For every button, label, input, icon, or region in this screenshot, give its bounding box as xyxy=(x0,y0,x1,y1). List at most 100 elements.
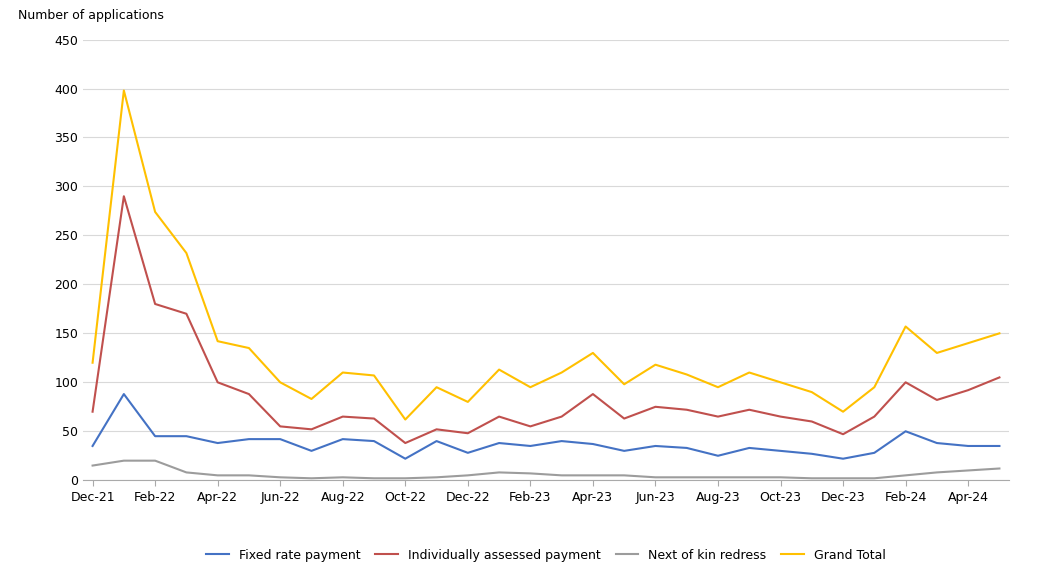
Fixed rate payment xyxy=(86,442,99,449)
Grand Total xyxy=(149,208,161,215)
Fixed rate payment xyxy=(180,433,192,440)
Grand Total xyxy=(555,369,568,376)
Grand Total xyxy=(743,369,755,376)
Next of kin redress xyxy=(180,469,192,476)
Individually assessed payment xyxy=(493,413,505,420)
Next of kin redress xyxy=(524,470,537,477)
Individually assessed payment xyxy=(399,440,412,446)
Grand Total xyxy=(806,389,818,396)
Next of kin redress xyxy=(368,475,381,482)
Fixed rate payment xyxy=(118,390,130,397)
Individually assessed payment xyxy=(618,415,630,422)
Individually assessed payment xyxy=(118,193,130,199)
Next of kin redress xyxy=(86,462,99,469)
Fixed rate payment xyxy=(149,433,161,440)
Fixed rate payment xyxy=(305,447,317,454)
Grand Total xyxy=(524,384,537,390)
Next of kin redress xyxy=(493,469,505,476)
Grand Total xyxy=(837,408,850,415)
Fixed rate payment xyxy=(242,436,255,442)
Fixed rate payment xyxy=(524,442,537,449)
Individually assessed payment xyxy=(337,413,349,420)
Grand Total xyxy=(618,381,630,388)
Fixed rate payment xyxy=(587,441,599,447)
Individually assessed payment xyxy=(274,423,286,430)
Grand Total xyxy=(587,350,599,357)
Individually assessed payment xyxy=(962,387,974,394)
Individually assessed payment xyxy=(680,406,693,413)
Fixed rate payment xyxy=(555,438,568,445)
Next of kin redress xyxy=(868,475,881,482)
Fixed rate payment xyxy=(743,445,755,451)
Grand Total xyxy=(305,396,317,402)
Individually assessed payment xyxy=(806,418,818,425)
Individually assessed payment xyxy=(649,403,661,410)
Next of kin redress xyxy=(337,474,349,481)
Grand Total xyxy=(211,338,224,345)
Fixed rate payment xyxy=(868,449,881,456)
Line: Grand Total: Grand Total xyxy=(93,90,999,420)
Next of kin redress xyxy=(242,472,255,479)
Individually assessed payment xyxy=(211,379,224,386)
Individually assessed payment xyxy=(524,423,537,430)
Individually assessed payment xyxy=(931,397,943,403)
Next of kin redress xyxy=(993,465,1006,472)
Next of kin redress xyxy=(555,472,568,479)
Next of kin redress xyxy=(711,474,724,481)
Fixed rate payment xyxy=(431,438,443,445)
Grand Total xyxy=(180,250,192,257)
Next of kin redress xyxy=(806,475,818,482)
Individually assessed payment xyxy=(180,310,192,317)
Grand Total xyxy=(118,87,130,94)
Individually assessed payment xyxy=(711,413,724,420)
Individually assessed payment xyxy=(743,406,755,413)
Individually assessed payment xyxy=(242,390,255,397)
Grand Total xyxy=(649,361,661,368)
Individually assessed payment xyxy=(555,413,568,420)
Grand Total xyxy=(493,366,505,373)
Grand Total xyxy=(711,384,724,390)
Fixed rate payment xyxy=(837,455,850,462)
Line: Individually assessed payment: Individually assessed payment xyxy=(93,196,999,443)
Grand Total xyxy=(775,379,787,386)
Fixed rate payment xyxy=(274,436,286,442)
Grand Total xyxy=(86,359,99,366)
Grand Total xyxy=(931,350,943,357)
Grand Total xyxy=(368,372,381,379)
Fixed rate payment xyxy=(399,455,412,462)
Legend: Fixed rate payment, Individually assessed payment, Next of kin redress, Grand To: Fixed rate payment, Individually assesse… xyxy=(202,544,890,565)
Individually assessed payment xyxy=(993,374,1006,381)
Fixed rate payment xyxy=(806,450,818,457)
Individually assessed payment xyxy=(431,426,443,433)
Fixed rate payment xyxy=(711,453,724,459)
Next of kin redress xyxy=(931,469,943,476)
Individually assessed payment xyxy=(837,431,850,438)
Next of kin redress xyxy=(149,457,161,464)
Next of kin redress xyxy=(775,474,787,481)
Fixed rate payment xyxy=(931,440,943,446)
Next of kin redress xyxy=(587,472,599,479)
Individually assessed payment xyxy=(587,390,599,397)
Fixed rate payment xyxy=(493,440,505,446)
Grand Total xyxy=(868,384,881,390)
Individually assessed payment xyxy=(462,430,474,437)
Fixed rate payment xyxy=(211,440,224,446)
Grand Total xyxy=(462,398,474,405)
Next of kin redress xyxy=(274,474,286,481)
Individually assessed payment xyxy=(775,413,787,420)
Fixed rate payment xyxy=(462,449,474,456)
Next of kin redress xyxy=(962,467,974,474)
Individually assessed payment xyxy=(149,301,161,307)
Individually assessed payment xyxy=(900,379,912,386)
Fixed rate payment xyxy=(680,445,693,451)
Line: Next of kin redress: Next of kin redress xyxy=(93,460,999,479)
Next of kin redress xyxy=(211,472,224,479)
Grand Total xyxy=(993,330,1006,337)
Fixed rate payment xyxy=(649,442,661,449)
Individually assessed payment xyxy=(86,408,99,415)
Next of kin redress xyxy=(399,475,412,482)
Fixed rate payment xyxy=(962,442,974,449)
Fixed rate payment xyxy=(993,442,1006,449)
Grand Total xyxy=(431,384,443,390)
Grand Total xyxy=(242,345,255,351)
